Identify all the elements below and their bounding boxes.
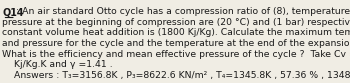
Text: constant volume heat addition is (1800 Kj/Kg). Calculate the maximum temperature: constant volume heat addition is (1800 K… [2, 28, 350, 37]
Text: : An air standard Otto cycle has a compression ratio of (8), temperature and: : An air standard Otto cycle has a compr… [16, 7, 350, 16]
Text: pressure at the beginning of compression are (20 °C) and (1 bar) respectively. T: pressure at the beginning of compression… [2, 18, 350, 27]
Text: Answers : T₃=3156.8K , P₃=8622.6 KN/m² , T₄=1345.8K , 57.36 % , 1348.9 KN/m²: Answers : T₃=3156.8K , P₃=8622.6 KN/m² ,… [2, 71, 350, 80]
Text: Q14: Q14 [2, 7, 24, 17]
Text: Kj/Kg.K and γ =1.41 .: Kj/Kg.K and γ =1.41 . [2, 60, 113, 69]
Text: and pressure for the cycle and the temperature at the end of the expansion proce: and pressure for the cycle and the tempe… [2, 39, 350, 48]
Text: What is the efficiency and mean effective pressure of the cycle ?  Take Cv = 0.7: What is the efficiency and mean effectiv… [2, 49, 350, 59]
